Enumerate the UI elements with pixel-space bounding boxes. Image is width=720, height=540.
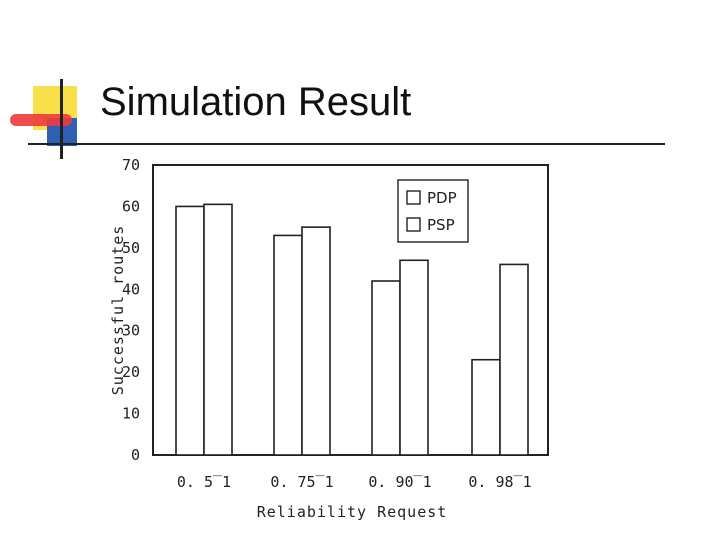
bar-psp-1 <box>203 203 233 456</box>
y-tick-label: 10 <box>122 405 140 423</box>
bar-pdp-1 <box>175 205 205 456</box>
y-tick-label: 60 <box>122 197 140 215</box>
bar-psp-2 <box>301 226 331 456</box>
bar-pdp-4 <box>471 358 501 456</box>
y-axis-label: Successful routes <box>109 225 127 396</box>
y-tick-label: 0 <box>131 446 140 464</box>
y-tick-label: 30 <box>122 322 140 340</box>
legend-label-psp: PSP <box>427 216 455 234</box>
logo-red-bar <box>10 114 72 126</box>
legend-swatch-pdp <box>406 190 421 205</box>
y-tick-label: 40 <box>122 280 140 298</box>
slide-title: Simulation Result <box>100 80 412 124</box>
x-axis-label: Reliability Request <box>257 503 448 521</box>
x-tick-label: 0. 98‾1 <box>468 473 531 491</box>
x-tick-label: 0. 90‾1 <box>368 473 431 491</box>
y-tick-label: 70 <box>122 156 140 174</box>
x-tick-label: 0. 75‾1 <box>270 473 333 491</box>
y-tick-label: 50 <box>122 239 140 257</box>
plot-frame <box>152 164 549 456</box>
y-tick-label: 20 <box>122 363 140 381</box>
bar-psp-4 <box>499 263 529 456</box>
bar-pdp-3 <box>371 280 401 456</box>
bar-pdp-2 <box>273 234 303 456</box>
legend-swatch-psp <box>406 217 421 232</box>
title-horizontal-rule <box>28 143 665 145</box>
bar-psp-3 <box>399 259 429 456</box>
title-vertical-rule <box>60 79 63 159</box>
legend-label-pdp: PDP <box>427 189 457 207</box>
x-tick-label: 0. 5‾1 <box>177 473 231 491</box>
